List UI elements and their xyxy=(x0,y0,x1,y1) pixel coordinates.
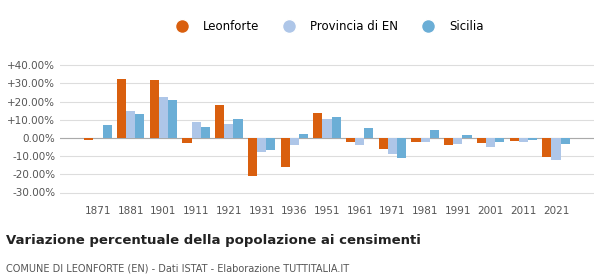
Bar xyxy=(266,138,275,150)
Bar xyxy=(560,138,570,144)
Bar xyxy=(322,119,332,138)
Bar xyxy=(332,117,341,138)
Bar xyxy=(355,138,364,145)
Bar xyxy=(528,138,537,140)
Bar xyxy=(444,138,453,145)
Text: Variazione percentuale della popolazione ai censimenti: Variazione percentuale della popolazione… xyxy=(6,234,421,247)
Bar xyxy=(379,138,388,149)
Bar xyxy=(215,105,224,138)
Text: COMUNE DI LEONFORTE (EN) - Dati ISTAT - Elaborazione TUTTITALIA.IT: COMUNE DI LEONFORTE (EN) - Dati ISTAT - … xyxy=(6,263,349,274)
Bar xyxy=(412,138,421,143)
Bar xyxy=(84,138,94,140)
Bar xyxy=(542,138,551,157)
Bar xyxy=(463,135,472,138)
Bar xyxy=(224,124,233,138)
Bar xyxy=(233,119,242,138)
Bar xyxy=(509,138,518,141)
Bar xyxy=(248,138,257,176)
Bar xyxy=(364,128,373,138)
Bar xyxy=(495,138,505,142)
Bar xyxy=(201,127,210,138)
Bar xyxy=(313,113,322,138)
Bar xyxy=(346,138,355,143)
Bar xyxy=(182,138,191,143)
Bar xyxy=(117,79,126,138)
Bar xyxy=(149,80,159,138)
Bar xyxy=(257,138,266,152)
Bar xyxy=(518,138,528,143)
Legend: Leonforte, Provincia di EN, Sicilia: Leonforte, Provincia di EN, Sicilia xyxy=(166,15,488,38)
Bar xyxy=(159,97,168,138)
Bar xyxy=(421,138,430,142)
Bar xyxy=(477,138,486,143)
Bar xyxy=(281,138,290,167)
Bar xyxy=(430,130,439,138)
Bar xyxy=(136,114,145,138)
Bar xyxy=(388,138,397,154)
Bar xyxy=(103,125,112,138)
Bar xyxy=(168,100,177,138)
Bar xyxy=(191,122,201,138)
Bar xyxy=(299,134,308,138)
Bar xyxy=(126,111,136,138)
Bar xyxy=(551,138,560,160)
Bar xyxy=(397,138,406,158)
Bar xyxy=(453,138,463,144)
Bar xyxy=(290,138,299,145)
Bar xyxy=(486,138,495,147)
